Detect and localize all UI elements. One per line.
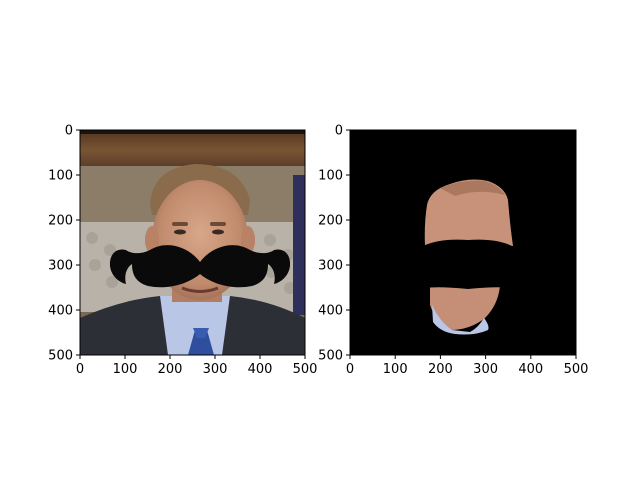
left-y-tick-label: 500 [48,349,73,364]
left-y-tick-label: 400 [48,304,73,319]
right-x-axis: 0 100 200 300 400 500 [346,355,589,377]
wood-panel [80,134,305,166]
right-y-tick-label: 400 [318,304,343,319]
left-x-tick-label: 200 [158,362,183,377]
left-y-tick-label: 300 [48,259,73,274]
mustache [109,245,291,288]
right-x-tick-label: 200 [428,362,453,377]
tie [188,330,214,355]
left-x-tick-label: 500 [293,362,318,377]
left-eye [174,229,186,235]
left-y-tick-label: 0 [65,124,73,139]
left-x-axis: 0 100 200 300 400 500 [76,355,318,377]
tie-knot [193,328,209,338]
right-y-tick-label: 100 [318,169,343,184]
left-axes-frame [79,129,306,356]
mask-shirt [432,305,489,335]
right-y-tick-label: 200 [318,214,343,229]
right-axes: 0 100 200 300 400 500 0 100 200 300 400 500 [318,124,588,378]
right-image-panel [350,130,576,355]
right-x-tick-label: 300 [473,362,498,377]
right-y-axis: 0 100 200 300 400 500 [318,124,350,364]
mask-hair [440,180,505,196]
right-y-tick-label: 500 [318,349,343,364]
left-axes: 0 100 200 300 400 500 0 100 200 300 400 500 [48,124,317,378]
lace-pattern [86,232,296,294]
left-x-tick-label: 0 [76,362,84,377]
left-eyebrow [172,222,188,226]
left-image-panel [80,130,305,355]
right-ear [241,226,255,254]
right-axes-frame [349,129,577,356]
mustache-cutout [423,239,512,289]
lower-face-region [430,286,500,330]
left-y-tick-label: 100 [48,169,73,184]
left-ear [145,226,159,254]
left-y-tick-label: 200 [48,214,73,229]
photo-top-strip [80,130,305,134]
right-x-tick-label: 100 [383,362,408,377]
right-y-tick-label: 0 [335,124,343,139]
right-y-tick-label: 300 [318,259,343,274]
left-x-tick-label: 100 [113,362,138,377]
right-x-tick-label: 0 [346,362,354,377]
right-x-tick-label: 500 [564,362,589,377]
right-x-tick-label: 400 [518,362,543,377]
left-x-tick-label: 300 [203,362,228,377]
mouth [181,286,219,293]
left-y-axis: 0 100 200 300 400 500 [48,124,80,364]
left-x-tick-label: 400 [248,362,273,377]
right-eye [212,229,224,235]
upper-face-region [424,179,513,246]
right-eyebrow [210,222,226,226]
shirt [160,296,230,355]
flag [293,175,305,315]
